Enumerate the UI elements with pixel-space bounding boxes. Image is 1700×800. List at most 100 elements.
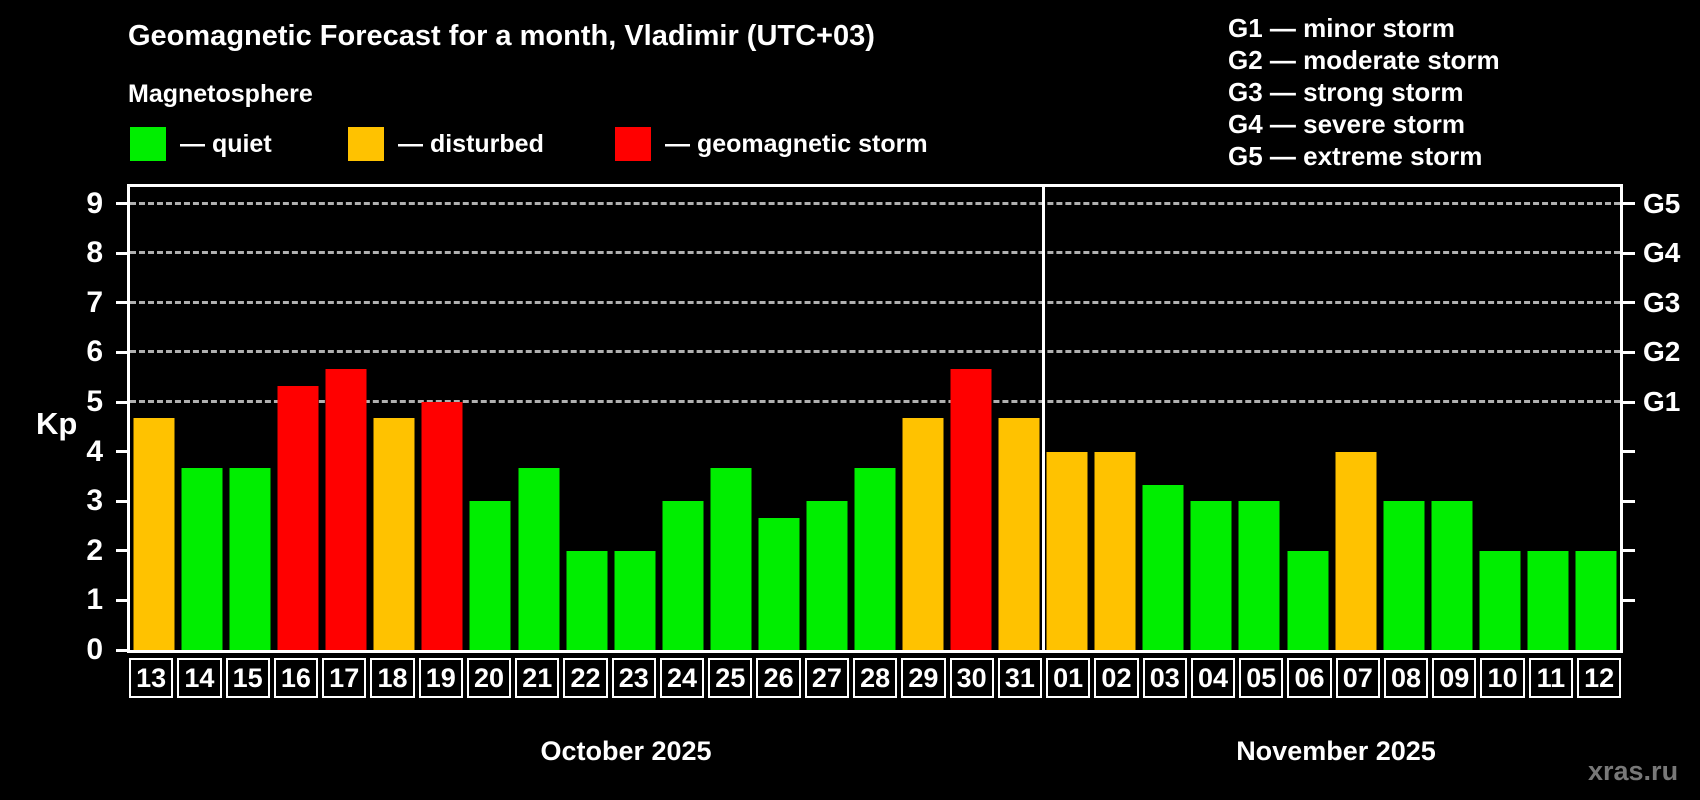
kp-bar [181, 467, 223, 650]
kp-bar [373, 418, 415, 650]
bar-cell-nov-11 [1524, 187, 1572, 650]
day-label: 19 [418, 658, 463, 698]
kp-bar [469, 501, 511, 650]
y-tick-label: 2 [86, 533, 103, 567]
day-label: 15 [225, 658, 270, 698]
day-label: 23 [611, 658, 656, 698]
y-tick-label: 4 [86, 434, 103, 468]
kp-bar [1431, 501, 1473, 650]
bar-cell-oct-30 [947, 187, 995, 650]
y-axis-title: Kp [36, 406, 78, 441]
bar-cell-nov-10 [1476, 187, 1524, 650]
day-label: 25 [708, 658, 753, 698]
y-tick-label: 5 [86, 385, 103, 418]
bar-cell-oct-16 [274, 187, 322, 650]
gridline-kp6 [130, 350, 1620, 354]
bar-cell-oct-27 [803, 187, 851, 650]
watermark: xras.ru [1588, 756, 1679, 786]
disturbed-color-swatch [348, 127, 384, 161]
legend-item-storm: — geomagnetic storm [615, 127, 928, 161]
day-label: 08 [1383, 658, 1429, 698]
kp-bar [277, 385, 319, 650]
day-label: 05 [1239, 658, 1284, 698]
gridline-kp5 [130, 400, 1620, 403]
kp-bar [1190, 501, 1232, 650]
storm-color-swatch [615, 127, 651, 161]
gridline-kp8 [130, 251, 1620, 255]
g-axis-tick [1623, 251, 1635, 255]
bar-cell-nov-02 [1091, 187, 1139, 650]
day-label: 12 [1576, 658, 1622, 698]
bar-cell-nov-03 [1139, 187, 1187, 650]
y-tick-label: 3 [86, 484, 103, 518]
day-label: 11 [1528, 658, 1573, 698]
g-scale-label: G2 [1643, 336, 1681, 368]
kp-bar [710, 467, 752, 650]
day-label: 31 [997, 658, 1043, 698]
y-axis-tick [116, 499, 127, 503]
bar-cell-nov-04 [1187, 187, 1235, 650]
g-scale-label: G4 [1643, 237, 1681, 269]
y-axis-tick [116, 301, 127, 305]
day-label: 21 [515, 658, 560, 698]
legend-label-quiet: — quiet [180, 129, 272, 158]
storm-scale-legend-g5: G5 — extreme storm [1228, 141, 1483, 171]
y-tick-label: 9 [86, 186, 103, 220]
kp-bar [421, 402, 463, 650]
g-scale-label: G3 [1643, 286, 1681, 318]
gridline-kp9 [130, 201, 1620, 205]
y-axis-tick [116, 549, 127, 553]
plot-area [127, 184, 1623, 653]
kp-bar [1238, 501, 1280, 650]
kp-bar [1094, 451, 1136, 650]
day-label: 04 [1190, 658, 1236, 698]
day-label: 22 [563, 658, 608, 698]
y-tick-label: 1 [86, 583, 103, 617]
kp-status-legend: — quiet — disturbed — geomagnetic storm [0, 127, 1100, 165]
gridline-kp7 [130, 300, 1620, 304]
day-label: 28 [852, 658, 898, 698]
kp-bar [614, 550, 656, 650]
bar-cell-oct-20 [466, 187, 514, 650]
day-label: 06 [1287, 658, 1332, 698]
bar-cell-oct-31 [995, 187, 1043, 650]
g-axis-tick [1623, 202, 1635, 206]
storm-scale-legend-g3: G3 — strong storm [1228, 77, 1464, 107]
kp-bar [1527, 550, 1569, 650]
bar-cell-nov-01 [1043, 187, 1091, 650]
y-axis-tick [116, 648, 127, 652]
y-axis: 0 1 2 3 4 5 6 7 8 9 [0, 186, 127, 666]
g-axis-tick [1623, 350, 1635, 354]
kp-bar [806, 501, 848, 650]
day-label: 20 [466, 658, 512, 698]
g-scale-label: G1 [1643, 386, 1681, 417]
month-divider-line [1041, 187, 1045, 650]
kp-bar [1383, 501, 1425, 650]
bar-cell-oct-28 [851, 187, 899, 650]
month-label-october: October 2025 [540, 736, 712, 766]
storm-scale-legend-g4: G4 — severe storm [1228, 109, 1466, 139]
kp-bar [950, 368, 992, 650]
day-label: 01 [1046, 658, 1091, 698]
g-axis-tick [1623, 598, 1635, 602]
bar-cell-nov-12 [1572, 187, 1620, 650]
y-axis-tick [116, 598, 127, 602]
bar-cell-nov-07 [1332, 187, 1380, 650]
day-label: 18 [370, 658, 415, 698]
kp-bar [854, 467, 896, 650]
day-label: 24 [659, 658, 705, 698]
day-label: 30 [949, 658, 994, 698]
storm-scale-legend-g1: G1 — minor storm [1228, 13, 1455, 43]
bar-cell-nov-08 [1380, 187, 1428, 650]
g-scale-axis: G1 G2 G3 G4 G5 [1623, 187, 1700, 650]
legend-item-disturbed: — disturbed [348, 127, 544, 161]
month-label-november: November 2025 [1236, 736, 1436, 766]
kp-bar [902, 418, 944, 650]
kp-bar [325, 368, 367, 650]
bar-cell-oct-25 [707, 187, 755, 650]
g-axis-tick [1623, 549, 1635, 553]
y-tick-label: 8 [86, 236, 103, 270]
quiet-color-swatch [130, 127, 166, 161]
g-axis-tick [1623, 499, 1635, 503]
